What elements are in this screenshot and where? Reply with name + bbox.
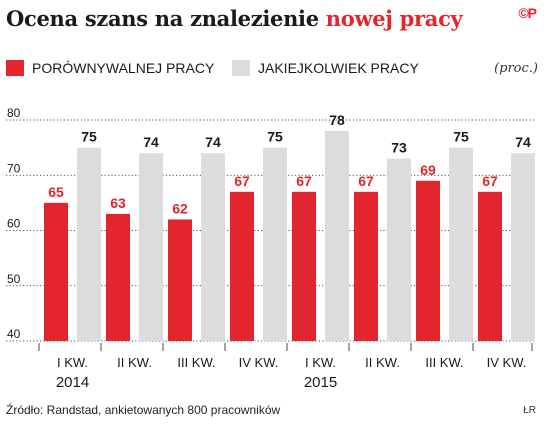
- y-tick-label: 80: [7, 106, 21, 120]
- data-label: 67: [234, 173, 250, 189]
- x-tick-year: 2014: [56, 374, 89, 391]
- bar-1: [416, 180, 440, 341]
- legend-label-series-1: PORÓWNYWALNEJ PRACY: [32, 60, 215, 76]
- x-tick-label: III KW.: [425, 355, 463, 370]
- x-tick-label: IV KW.: [239, 355, 279, 370]
- data-label: 75: [267, 129, 283, 145]
- bar-1: [292, 191, 316, 341]
- bar-1: [44, 202, 68, 341]
- legend: PORÓWNYWALNEJ PRACY JAKIEJKOLWIEK PRACY …: [6, 60, 540, 80]
- chart-title: Ocena szans na znalezienie nowej pracy: [6, 6, 463, 31]
- y-tick-label: 60: [7, 217, 21, 231]
- bar-2: [449, 147, 473, 341]
- bar-2: [139, 153, 163, 341]
- data-label: 75: [453, 129, 469, 145]
- unit-label: (proc.): [494, 61, 538, 76]
- x-tick-label: II KW.: [117, 355, 152, 370]
- legend-swatch-series-2: [232, 60, 250, 76]
- legend-item-series-2: JAKIEJKOLWIEK PRACY: [232, 60, 419, 76]
- bar-2: [511, 153, 535, 341]
- bar-2: [77, 147, 101, 341]
- legend-swatch-series-1: [6, 60, 24, 76]
- bar-1: [478, 191, 502, 341]
- data-label: 74: [205, 134, 221, 150]
- bar-1: [354, 191, 378, 341]
- x-tick-label: IV KW.: [487, 355, 527, 370]
- data-label: 67: [358, 173, 374, 189]
- x-tick-label: III KW.: [177, 355, 215, 370]
- source-note: Źródło: Randstad, ankietowanych 800 prac…: [6, 403, 281, 417]
- data-label: 78: [329, 112, 345, 128]
- bar-chart: 40 50 60 70 80 65 75 I KW. 2014 63 74 II KW. 62 74 III…: [6, 106, 535, 391]
- bar-1: [230, 191, 254, 341]
- logo: ©P: [518, 5, 537, 21]
- data-label: 65: [48, 184, 64, 200]
- bar-2: [325, 131, 349, 341]
- data-label: 73: [391, 140, 407, 156]
- data-label: 67: [482, 173, 498, 189]
- x-tick-label: I KW.: [57, 355, 88, 370]
- data-label: 62: [172, 200, 188, 216]
- title-main: Ocena szans na znalezienie: [6, 6, 319, 31]
- x-tick-label: II KW.: [365, 355, 400, 370]
- data-label: 74: [515, 134, 531, 150]
- legend-label-series-2: JAKIEJKOLWIEK PRACY: [258, 60, 419, 76]
- y-tick-label: 40: [7, 327, 21, 341]
- bar-2: [387, 158, 411, 341]
- author-initials: ŁR: [523, 405, 536, 416]
- title-highlight: nowej pracy: [325, 6, 463, 31]
- bar-2: [263, 147, 287, 341]
- data-label: 63: [110, 195, 126, 211]
- bar-1: [106, 213, 130, 341]
- legend-item-series-1: PORÓWNYWALNEJ PRACY: [6, 60, 214, 76]
- x-tick-year: 2015: [304, 374, 337, 391]
- data-label: 69: [420, 162, 436, 178]
- y-tick-label: 50: [7, 272, 21, 286]
- bar-2: [201, 153, 225, 341]
- data-label: 67: [296, 173, 312, 189]
- bar-1: [168, 219, 192, 341]
- data-label: 75: [81, 129, 97, 145]
- x-tick-label: I KW.: [305, 355, 336, 370]
- y-tick-label: 70: [7, 161, 21, 175]
- data-label: 74: [143, 134, 159, 150]
